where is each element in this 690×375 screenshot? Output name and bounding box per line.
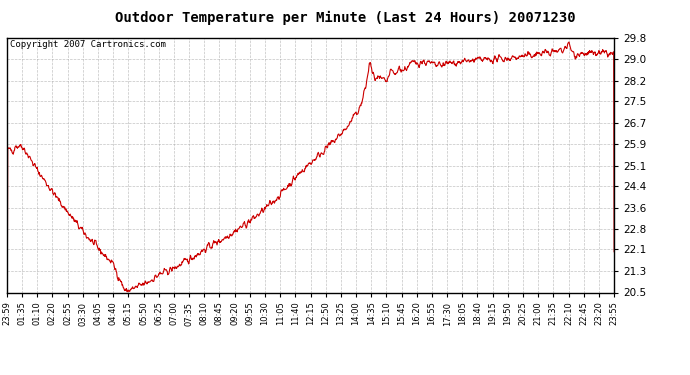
Text: Outdoor Temperature per Minute (Last 24 Hours) 20071230: Outdoor Temperature per Minute (Last 24 … bbox=[115, 11, 575, 26]
Text: Copyright 2007 Cartronics.com: Copyright 2007 Cartronics.com bbox=[10, 40, 166, 49]
